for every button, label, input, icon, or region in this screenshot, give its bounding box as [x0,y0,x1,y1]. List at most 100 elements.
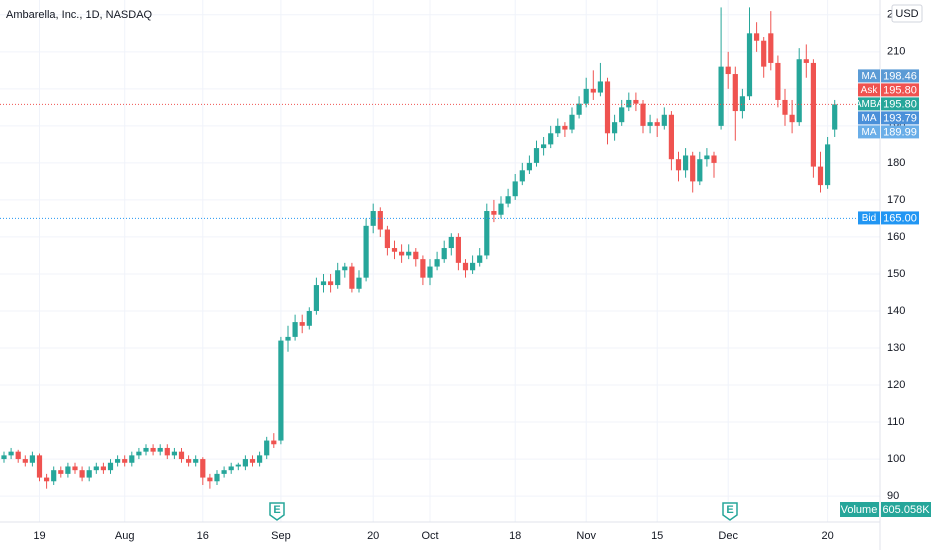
candle-body [505,196,511,204]
candle-body [654,122,660,126]
candle-body [65,466,71,474]
volume-name: Volume [841,504,878,516]
x-tick-label: 15 [651,530,663,542]
candle-body [399,251,405,256]
candle-body [697,159,703,182]
candle-body [825,144,831,186]
candle-body [363,225,369,278]
svg-text:E: E [726,504,733,516]
x-tick-label: 19 [33,530,45,542]
candle-body [313,285,319,311]
candle-body [704,155,710,160]
y-tick-label: 120 [887,379,905,391]
candle-body [22,459,28,463]
price-label-name-box [858,111,880,125]
candle-body [306,310,312,326]
candle-body [377,211,383,230]
earnings-marker[interactable]: E [722,502,738,521]
candle-body [271,440,277,445]
x-tick-label: Sep [271,530,291,542]
candle-body [668,114,674,160]
candle-body [491,211,497,215]
candle-body [107,462,114,471]
x-tick-label: Oct [421,530,438,542]
candle-body [746,33,753,97]
x-tick-label: 18 [509,530,521,542]
price-label-name: AMBA [855,99,884,110]
candle-body [200,459,206,478]
price-label-name: MA [862,127,877,138]
candle-body [420,259,426,278]
grid [0,0,880,522]
candle-body [675,159,682,171]
candle-body [242,459,248,467]
candle-body [583,88,589,104]
price-label-value-box [881,97,919,111]
price-label-value-box [881,211,919,225]
candle-body [328,281,334,286]
candle-body [817,166,824,186]
candle-body [626,99,632,108]
candle-body [79,470,85,478]
candle-body [299,322,305,326]
price-label-value: 193.79 [883,112,917,124]
candle-body [462,262,469,271]
candle-body [164,447,170,456]
candle-body [335,270,341,286]
currency[interactable]: USD [895,8,918,20]
candle-body [44,477,50,482]
y-tick-label: 110 [887,416,905,428]
candle-body [235,464,241,467]
candle-body [541,144,547,149]
price-label-value-box [881,111,919,125]
y-tick-label: 150 [887,268,905,280]
y-tick-label: 180 [887,157,905,169]
x-tick-label: Dec [718,530,738,542]
price-label-value: 198.46 [883,70,917,82]
x-tick-label: 16 [197,530,209,542]
candle-body [647,122,653,126]
price-label-name: Ask [861,85,879,96]
candle-body [732,74,738,112]
candle-body [384,229,390,249]
candle-body [427,266,433,278]
candle-body [789,114,795,123]
price-label-value-box [881,125,919,139]
price-label-value: 195.80 [883,84,917,96]
candle-body [711,155,717,163]
candle-body [186,459,192,463]
candle-body [214,473,220,482]
candle-body [690,155,696,182]
candle-body [810,62,816,167]
candle-body [683,155,689,171]
y-tick-label: 130 [887,342,905,354]
candle-body [178,451,185,460]
candle-body [72,466,78,471]
candle-body [803,59,809,63]
candle-body [150,447,156,452]
candle-body [576,103,582,115]
candle-body [406,251,412,256]
candle-body [434,259,440,267]
candle-body [441,248,447,260]
earnings-marker[interactable]: E [269,502,285,521]
currency-box[interactable] [891,4,923,23]
candle-body [796,59,802,123]
candle-body [413,251,419,260]
candle-body [264,440,270,456]
y-tick-label: 160 [887,231,905,243]
candle-body [193,459,199,463]
candle-body [548,133,554,145]
candle-body [320,281,327,286]
price-label-value: 165.00 [883,212,917,224]
candle-body [342,266,348,271]
candle-body [640,103,646,126]
candle-body [58,470,64,474]
x-tick-label: 20 [367,530,379,542]
candle-body [519,170,525,182]
candle-body [93,466,99,471]
candle-body [448,236,454,249]
price-label-value: 189.99 [883,126,917,138]
price-label-name: MA [862,113,877,124]
